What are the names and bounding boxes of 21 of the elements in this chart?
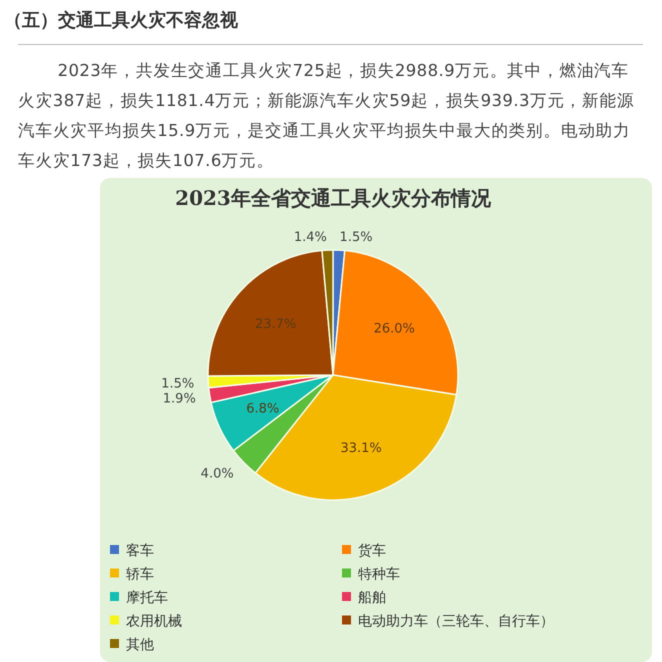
legend-label: 特种车 (358, 566, 400, 582)
legend-label: 摩托车 (126, 590, 168, 606)
data-label: 33.1% (340, 441, 382, 456)
legend-label: 农用机械 (126, 614, 182, 630)
legend-label: 船舶 (358, 590, 386, 606)
data-label: 1.5% (161, 376, 194, 392)
data-label: 1.9% (162, 391, 196, 406)
data-label: 1.4% (294, 230, 327, 246)
data-label: 26.0% (374, 322, 415, 337)
legend-label: 客车 (126, 543, 154, 559)
data-label: 1.5% (340, 230, 373, 246)
legend-label: 其他 (126, 637, 154, 653)
data-label: 4.0% (200, 466, 234, 482)
text: 2023年，共发生交通工具火灾725起，损失2988.9万元。其中，燃油汽车火灾387起，损失1181.4万元；新能源汽车火灾59起，损失939.3万元，新能源汽车火灾平均损失15.9万元，是交通工具火灾平均损失中最大的类别。电动助力车火灾173起，损失107.6万元。 (18, 60, 636, 172)
data-label: 6.8% (246, 402, 280, 417)
chart-title: 2023年全省交通工具火灾分布情况 (175, 186, 492, 210)
legend-label: 电动助力车（三轮车、自行车） (358, 614, 554, 630)
legend-label: 货车 (358, 543, 386, 559)
legend-label: 轿车 (126, 566, 154, 582)
text: （五）交通工具火灾不容忽视 (4, 9, 238, 32)
data-label: 23.7% (254, 316, 296, 332)
